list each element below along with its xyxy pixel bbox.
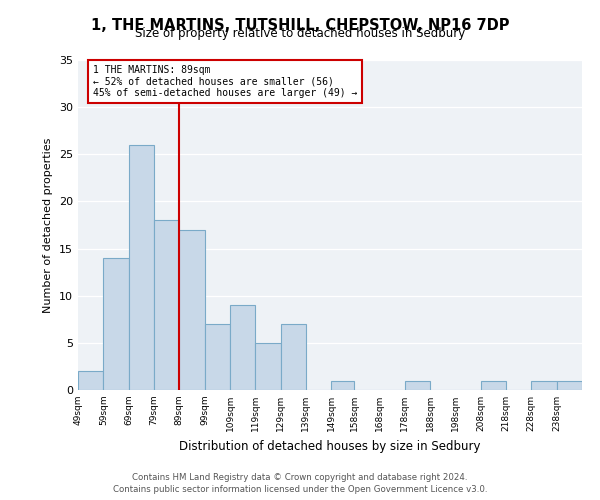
Text: Contains HM Land Registry data © Crown copyright and database right 2024.
Contai: Contains HM Land Registry data © Crown c… bbox=[113, 472, 487, 494]
Bar bbox=[154, 220, 179, 390]
Bar bbox=[405, 380, 430, 390]
Text: Size of property relative to detached houses in Sedbury: Size of property relative to detached ho… bbox=[135, 28, 465, 40]
Bar bbox=[481, 380, 506, 390]
Bar bbox=[128, 145, 154, 390]
X-axis label: Distribution of detached houses by size in Sedbury: Distribution of detached houses by size … bbox=[179, 440, 481, 452]
Bar bbox=[205, 324, 230, 390]
Text: 1, THE MARTINS, TUTSHILL, CHEPSTOW, NP16 7DP: 1, THE MARTINS, TUTSHILL, CHEPSTOW, NP16… bbox=[91, 18, 509, 32]
Bar bbox=[78, 371, 103, 390]
Bar bbox=[179, 230, 205, 390]
Bar bbox=[281, 324, 306, 390]
Bar bbox=[103, 258, 128, 390]
Y-axis label: Number of detached properties: Number of detached properties bbox=[43, 138, 53, 312]
Bar bbox=[331, 380, 354, 390]
Bar bbox=[557, 380, 582, 390]
Bar bbox=[532, 380, 557, 390]
Text: 1 THE MARTINS: 89sqm
← 52% of detached houses are smaller (56)
45% of semi-detac: 1 THE MARTINS: 89sqm ← 52% of detached h… bbox=[93, 64, 358, 98]
Bar bbox=[230, 305, 255, 390]
Bar bbox=[255, 343, 281, 390]
